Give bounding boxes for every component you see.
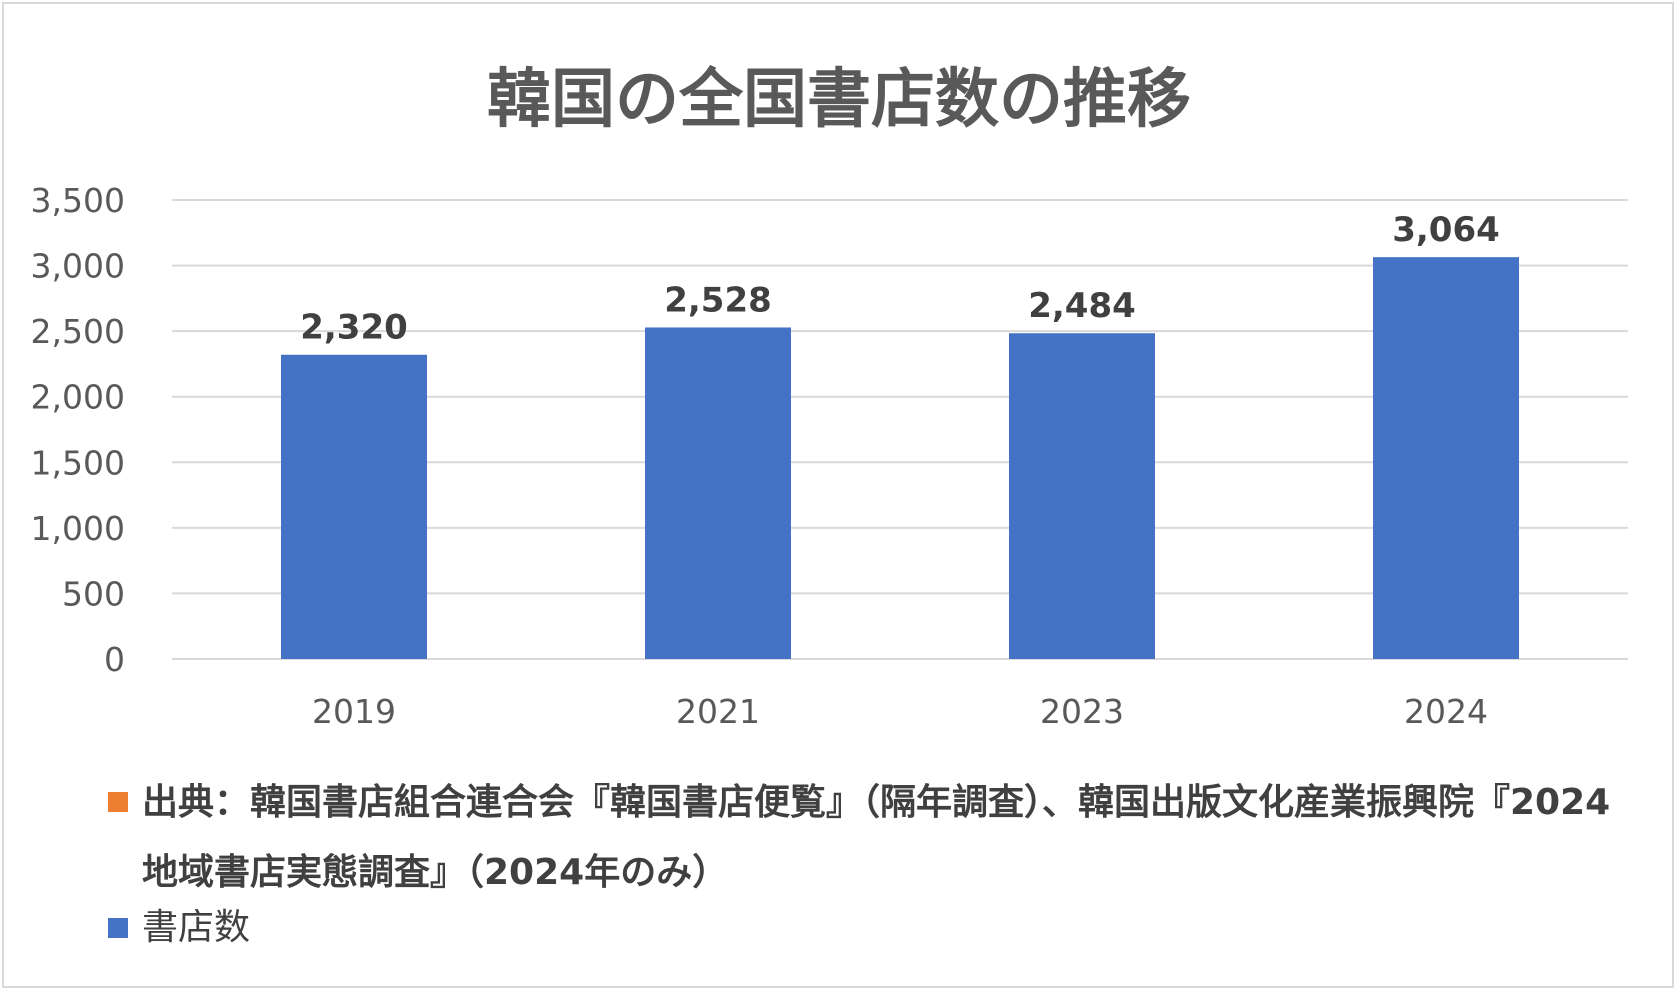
y-tick-label: 1,500	[31, 443, 125, 482]
x-axis-tick-labels: 2019 2021 2023 2024	[312, 692, 1488, 731]
x-tick-label-2024: 2024	[1404, 692, 1488, 731]
y-tick-label: 500	[62, 574, 125, 613]
y-axis-tick-labels: 0 500 1,000 1,500 2,000 2,500 3,000 3,500	[31, 181, 125, 679]
bar-2023	[1009, 333, 1155, 659]
data-label-2023: 2,484	[1028, 286, 1136, 326]
y-tick-label: 2,000	[31, 378, 125, 417]
bars	[281, 257, 1519, 659]
x-tick-label-2021: 2021	[676, 692, 760, 731]
data-labels: 2,320 2,528 2,484 3,064	[300, 210, 1500, 348]
legend-swatch-source	[108, 792, 128, 812]
data-label-2019: 2,320	[300, 308, 408, 348]
legend-label-source: 出典：韓国書店組合連合会『韓国書店便覧』（隔年調査）、韓国出版文化産業振興院『2…	[142, 782, 1611, 893]
legend-swatch-stores	[108, 918, 128, 938]
y-tick-label: 3,000	[31, 247, 125, 286]
y-tick-label: 0	[104, 640, 125, 679]
legend-entry-source: 出典：韓国書店組合連合会『韓国書店便覧』（隔年調査）、韓国出版文化産業振興院『2…	[108, 768, 1622, 908]
bar-2019	[281, 354, 427, 659]
legend-entry-stores: 書店数	[108, 896, 250, 960]
bar-2024	[1373, 257, 1519, 659]
bar-2021	[645, 327, 791, 659]
y-tick-label: 3,500	[31, 181, 125, 220]
x-tick-label-2023: 2023	[1040, 692, 1124, 731]
data-label-2024: 3,064	[1392, 210, 1500, 250]
legend-label-stores: 書店数	[142, 907, 251, 948]
y-tick-label: 1,000	[31, 509, 125, 548]
data-label-2021: 2,528	[664, 280, 772, 320]
y-tick-label: 2,500	[31, 312, 125, 351]
x-tick-label-2019: 2019	[312, 692, 396, 731]
chart-title: 韓国の全国書店数の推移	[487, 63, 1191, 137]
